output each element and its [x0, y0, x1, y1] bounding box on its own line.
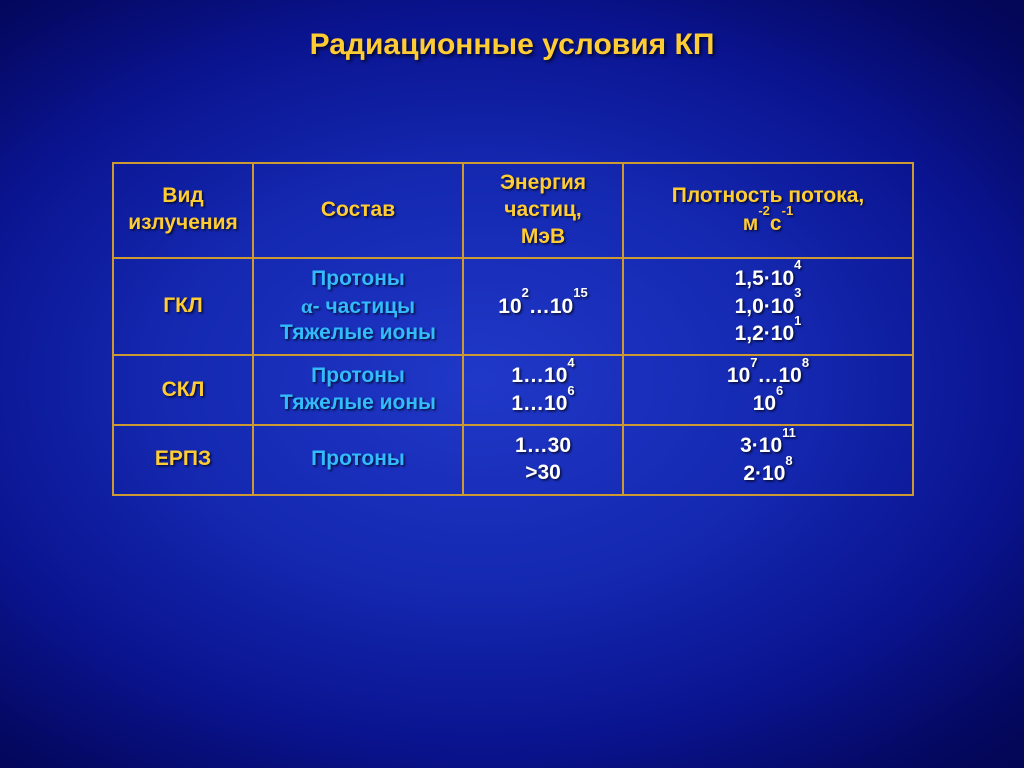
- cell-composition: Протоныα- частицыТяжелые ионы: [253, 258, 463, 356]
- cell-energy: 1…30>30: [463, 425, 623, 495]
- cell-energy: 102…1015: [463, 258, 623, 356]
- col-header-flux: Плотность потока,м-2с-1: [623, 163, 913, 258]
- cell-flux: 1,5·1041,0·1031,2·101: [623, 258, 913, 356]
- cell-composition: Протоны: [253, 425, 463, 495]
- cell-flux: 3·10112·108: [623, 425, 913, 495]
- radiation-table: Вид излучения Состав Энергиячастиц,МэВ П…: [112, 162, 914, 496]
- col-header-energy: Энергиячастиц,МэВ: [463, 163, 623, 258]
- cell-type: ГКЛ: [113, 258, 253, 356]
- table-body: ГКЛ Протоныα- частицыТяжелые ионы 102…10…: [113, 258, 913, 495]
- cell-type: ЕРПЗ: [113, 425, 253, 495]
- col-header-type: Вид излучения: [113, 163, 253, 258]
- table-row: ЕРПЗ Протоны 1…30>30 3·10112·108: [113, 425, 913, 495]
- table-row: ГКЛ Протоныα- частицыТяжелые ионы 102…10…: [113, 258, 913, 356]
- radiation-table-container: Вид излучения Состав Энергиячастиц,МэВ П…: [112, 162, 912, 496]
- col-header-composition: Состав: [253, 163, 463, 258]
- cell-energy: 1…1041…106: [463, 355, 623, 425]
- table-header: Вид излучения Состав Энергиячастиц,МэВ П…: [113, 163, 913, 258]
- cell-type: СКЛ: [113, 355, 253, 425]
- cell-flux: 107…108106: [623, 355, 913, 425]
- cell-composition: ПротоныТяжелые ионы: [253, 355, 463, 425]
- table-row: СКЛ ПротоныТяжелые ионы 1…1041…106 107…1…: [113, 355, 913, 425]
- slide-title: Радиационные условия КП: [0, 0, 1024, 62]
